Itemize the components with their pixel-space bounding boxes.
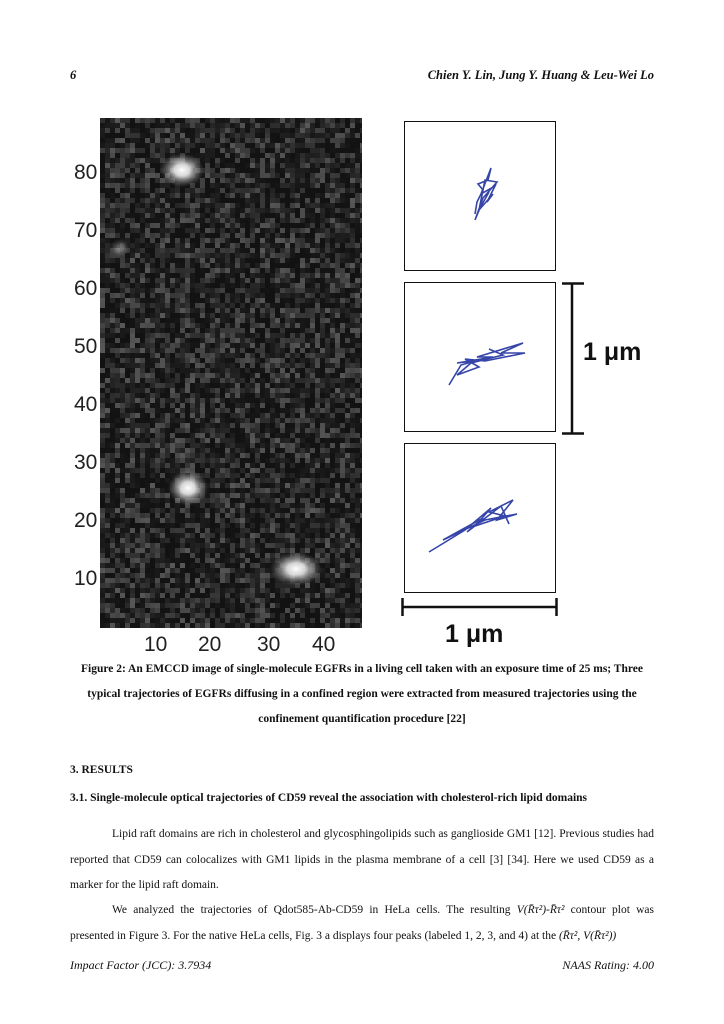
footer-impact-factor: Impact Factor (JCC): 3.7934 [70, 958, 212, 972]
trajectory-line [474, 167, 499, 221]
paragraph-text: Lipid raft domains are rich in cholester… [70, 828, 654, 891]
molecule-spot [110, 239, 130, 257]
inline-math: (R̄τ², V(R̄τ²)) [558, 929, 617, 942]
micrograph-noise [100, 118, 362, 628]
body-paragraph-1: Lipid raft domains are rich in cholester… [70, 822, 654, 899]
trajectory-plot [448, 342, 526, 386]
micro-y-tick: 50 [74, 335, 98, 358]
micro-x-tick: 10 [144, 633, 168, 656]
footer-naas-rating: NAAS Rating: 4.00 [562, 958, 654, 972]
page-number: 6 [70, 68, 77, 82]
molecule-spot [160, 153, 204, 187]
trajectory-plot [474, 167, 499, 221]
micro-y-tick: 80 [74, 161, 98, 184]
subsection-heading: 3.1. Single-molecule optical trajectorie… [70, 792, 588, 804]
trajectory-panel-1 [404, 121, 556, 271]
horizontal-scale-label: 1 μm [445, 620, 504, 648]
micro-y-tick: 30 [74, 451, 98, 474]
micro-y-tick: 10 [74, 567, 98, 590]
micro-y-tick: 40 [74, 393, 98, 416]
molecule-spot [270, 552, 322, 586]
horizontal-scale-bar [401, 598, 558, 616]
micro-x-tick: 30 [257, 633, 281, 656]
vertical-scale-label: 1 μm [583, 338, 642, 366]
running-header-authors: Chien Y. Lin, Jung Y. Huang & Leu-Wei Lo [427, 68, 654, 82]
trajectory-plot [428, 499, 518, 553]
trajectory-line [448, 342, 526, 386]
vertical-scale-bar [562, 282, 584, 435]
trajectory-line [428, 499, 518, 553]
molecule-spot [168, 470, 208, 506]
paragraph-text: We analyzed the trajectories of Qdot585-… [70, 898, 654, 949]
micro-x-tick: 40 [312, 633, 336, 656]
paragraph-text-part: We analyzed the trajectories of Qdot585-… [112, 904, 517, 916]
inline-math: V(R̄τ²)-R̄τ² [516, 904, 565, 916]
section-heading: 3. RESULTS [70, 764, 133, 776]
micro-x-tick: 20 [198, 633, 222, 656]
emccd-micrograph [100, 118, 362, 628]
micro-y-tick: 20 [74, 509, 98, 532]
trajectory-panel-2 [404, 282, 556, 432]
body-paragraph-2: We analyzed the trajectories of Qdot585-… [70, 898, 654, 949]
figure-caption: Figure 2: An EMCCD image of single-molec… [81, 663, 643, 725]
micro-y-tick: 60 [74, 277, 98, 300]
micro-y-tick: 70 [74, 219, 98, 242]
trajectory-panel-3 [404, 443, 556, 593]
paragraph-text-part: contour plot was presented in Figure 3. … [70, 904, 654, 942]
